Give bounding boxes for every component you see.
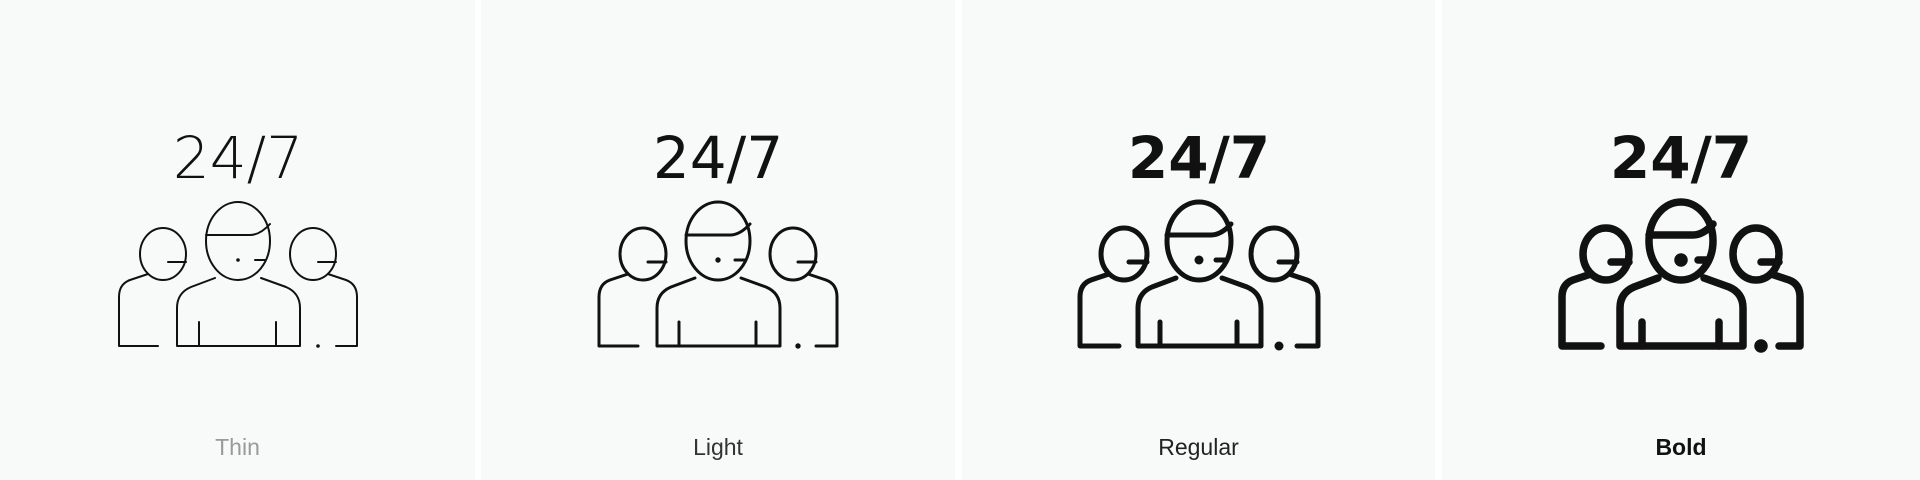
left-head: [138, 227, 187, 281]
mouth-dot: [1674, 253, 1688, 267]
icon-variant-panel-light[interactable]: 24/7 Light: [481, 0, 955, 480]
right-head: [288, 227, 337, 281]
right-body: [326, 273, 358, 347]
baseline-dot: [1754, 339, 1768, 353]
icon-variant-panel-bold[interactable]: 24/7 Bold: [1442, 0, 1920, 480]
center-head: [684, 200, 752, 282]
icon-variant-panel-thin[interactable]: 24/7 Thin: [0, 0, 475, 480]
hair-line: [1164, 221, 1233, 238]
hair-line: [204, 223, 271, 236]
left-body: [1558, 270, 1605, 350]
center-body: [1135, 275, 1263, 349]
baseline-dot: [795, 343, 801, 349]
baseline-dot: [315, 344, 320, 348]
center-head: [1645, 198, 1717, 284]
right-head: [768, 226, 818, 282]
center-head: [1164, 199, 1233, 283]
right-head: [1729, 224, 1783, 284]
left-body: [1077, 271, 1121, 349]
left-head: [618, 226, 668, 282]
hair-line: [684, 222, 752, 237]
customer-support-team-24-7-icon: 24/7: [117, 124, 358, 348]
variant-label: Regular: [1158, 434, 1239, 460]
customer-support-team-24-7-icon: 24/7: [1558, 124, 1804, 353]
center-head: [204, 201, 271, 281]
right-body: [806, 272, 839, 348]
mouth-dot: [715, 257, 721, 263]
icon-text-24-7: 24/7: [1610, 124, 1752, 192]
variant-label: Light: [693, 434, 743, 460]
customer-support-team-24-7-icon: 24/7: [1077, 124, 1320, 351]
left-head: [1579, 224, 1633, 284]
hair-line: [1645, 220, 1717, 239]
icon-text-24-7: 24/7: [653, 124, 783, 192]
mouth-dot: [235, 258, 240, 262]
variant-label: Bold: [1655, 434, 1707, 460]
center-body: [1616, 274, 1747, 350]
icon-text-24-7: 24/7: [1127, 124, 1269, 192]
icon-variant-panel-regular[interactable]: 24/7 Regular: [962, 0, 1435, 480]
customer-support-team-24-7-icon: 24/7: [597, 124, 839, 349]
right-body: [1286, 271, 1320, 349]
left-body: [597, 272, 640, 348]
left-head: [1098, 225, 1149, 283]
left-body: [117, 273, 159, 347]
center-body: [655, 276, 782, 348]
right-body: [1767, 270, 1804, 350]
variant-label: Thin: [215, 434, 260, 460]
mouth-dot: [1194, 255, 1203, 265]
center-body: [175, 277, 301, 347]
baseline-dot: [1274, 341, 1283, 351]
right-head: [1248, 225, 1299, 283]
icon-text-24-7: 24/7: [172, 124, 302, 192]
